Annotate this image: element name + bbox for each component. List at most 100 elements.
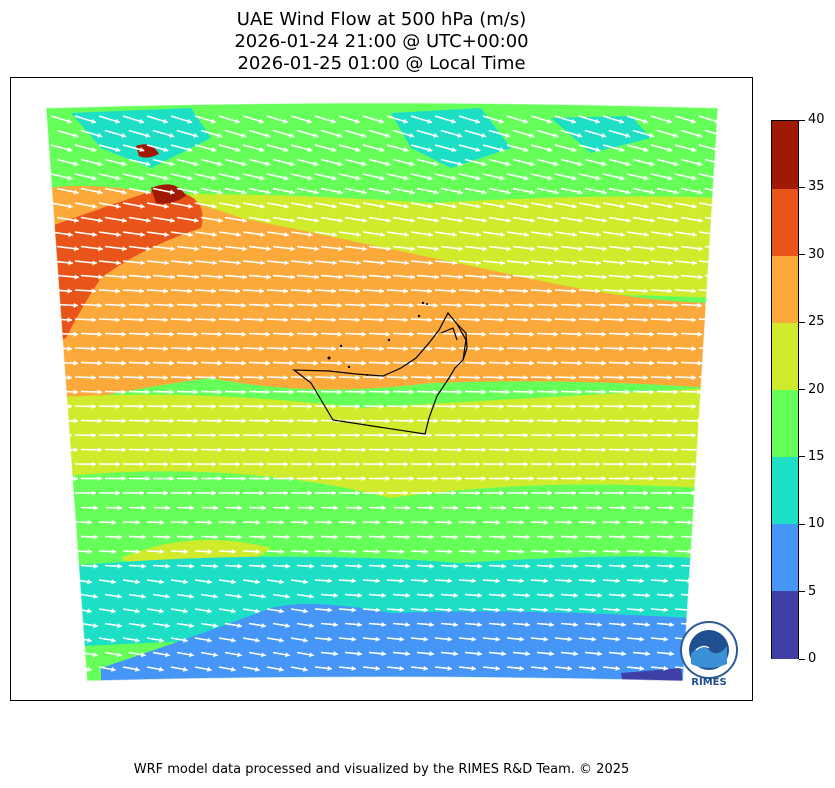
wind-arrow-head [499, 288, 504, 294]
wind-arrow-head [595, 403, 600, 409]
wind-arrow-head [601, 447, 606, 453]
wind-arrow-head [117, 652, 122, 658]
wind-arrow-head [91, 490, 96, 496]
wind-arrow-head [453, 680, 458, 681]
wind-arrow-head [722, 447, 726, 452]
wind-arrow-head [97, 161, 103, 167]
wind-arrow-head [169, 189, 175, 195]
wind-arrow-head [327, 636, 332, 642]
wind-arrow-head [284, 231, 289, 238]
wind-arrow [560, 680, 578, 681]
wind-arrow-head [121, 132, 127, 138]
wind-arrow-head [289, 447, 294, 453]
wind-arrow-head [380, 231, 385, 238]
wind-arrow-head [357, 680, 362, 681]
wind-arrow-head [475, 432, 480, 438]
wind-arrow-head [265, 161, 271, 167]
wind-arrow-head [290, 246, 295, 252]
wind-arrow-head [69, 563, 74, 569]
wind-arrow-head [529, 476, 534, 482]
wind-arrow-head [409, 331, 414, 337]
wind-arrow-head [265, 302, 270, 308]
wind-arrow-head [409, 302, 414, 308]
wind-arrow-head [505, 418, 510, 424]
wind-arrow-head [187, 374, 192, 381]
wind-arrow-head [595, 118, 601, 124]
wind-arrow-head [399, 519, 404, 525]
wind-arrow-head [313, 447, 318, 453]
wind-arrow-head [69, 593, 74, 599]
wind-arrow-head [121, 389, 126, 395]
wind-arrow-head [242, 217, 247, 223]
wind-arrow-head [481, 418, 486, 424]
wind-arrow-head [451, 288, 456, 294]
wind-arrow-head [357, 563, 362, 569]
wind-arrow-head [235, 147, 241, 153]
wind-arrow-head [405, 534, 410, 540]
wind-arrow-head [523, 147, 529, 153]
wind-arrow-head [553, 302, 558, 308]
wind-arrow-head [578, 274, 583, 280]
wind-arrow-head [644, 260, 649, 266]
wind-arrow-head [139, 288, 144, 294]
wind-arrow-head [433, 360, 438, 366]
wind-arrow-head [519, 549, 524, 555]
wind-arrow-head [308, 260, 313, 266]
wind-arrow-head [217, 447, 222, 453]
wind-arrow-head [97, 389, 102, 395]
wind-arrow-head [458, 217, 463, 223]
wind-arrow-head [698, 217, 703, 223]
wind-arrow-head [73, 360, 78, 366]
wind-arrow-head [691, 374, 696, 381]
wind-arrow-head [165, 563, 170, 569]
wind-arrow-head [194, 217, 199, 223]
wind-arrow-head [265, 132, 271, 138]
wind-arrow-head [146, 274, 151, 280]
wind-arrow-head [63, 666, 68, 672]
wind-arrow-head [643, 118, 649, 124]
wind-arrow-head [625, 360, 630, 366]
wind-arrow-head [355, 346, 360, 352]
wind-arrow-head [121, 189, 127, 195]
wind-arrow-head [692, 260, 697, 266]
wind-arrow-head [427, 346, 432, 352]
wind-arrow-head [722, 303, 726, 308]
wind-arrow-head [87, 579, 92, 585]
wind-arrow-head [170, 217, 175, 223]
wind-arrow-head [553, 447, 558, 453]
wind-arrow-head [303, 637, 308, 643]
wind-arrow-head [213, 505, 218, 511]
wind-arrow-head [381, 651, 386, 657]
wind-arrow-head [643, 175, 649, 181]
wind-arrow-head [213, 563, 218, 569]
wind-arrow-head [553, 161, 559, 167]
wind-arrow-head [715, 147, 718, 153]
wind-arrow-head [309, 623, 314, 629]
wind-arrow-head [433, 447, 438, 453]
wind-arrow-head [505, 360, 510, 366]
wind-arrow-head [115, 432, 120, 438]
wind-arrow-head [573, 680, 578, 681]
wind-arrow-head [265, 331, 270, 337]
wind-arrow-head [547, 175, 553, 181]
wind-arrow-head [409, 132, 415, 138]
wind-arrow-head [505, 189, 511, 195]
wind-arrow-head [266, 246, 271, 252]
wind-arrow-head [115, 490, 120, 496]
wind-arrow-head [187, 403, 192, 409]
wind-arrow-head [668, 260, 673, 266]
wind-arrow-head [379, 317, 384, 323]
wind-arrow-head [122, 217, 127, 223]
wind-arrow-head [307, 118, 313, 124]
wind-arrow-head [259, 147, 265, 153]
wind-arrow-head [379, 175, 385, 181]
wind-arrow-head [193, 476, 198, 482]
wind-arrow-head [163, 203, 169, 209]
wind-arrow-head [711, 578, 716, 584]
wind-arrow-head [67, 346, 72, 352]
wind-arrow-head [135, 666, 140, 672]
wind-arrow-head [67, 203, 73, 209]
wind-arrow-head [265, 418, 270, 424]
wind-arrow-head [645, 651, 650, 657]
wind-arrow-head [91, 147, 97, 153]
